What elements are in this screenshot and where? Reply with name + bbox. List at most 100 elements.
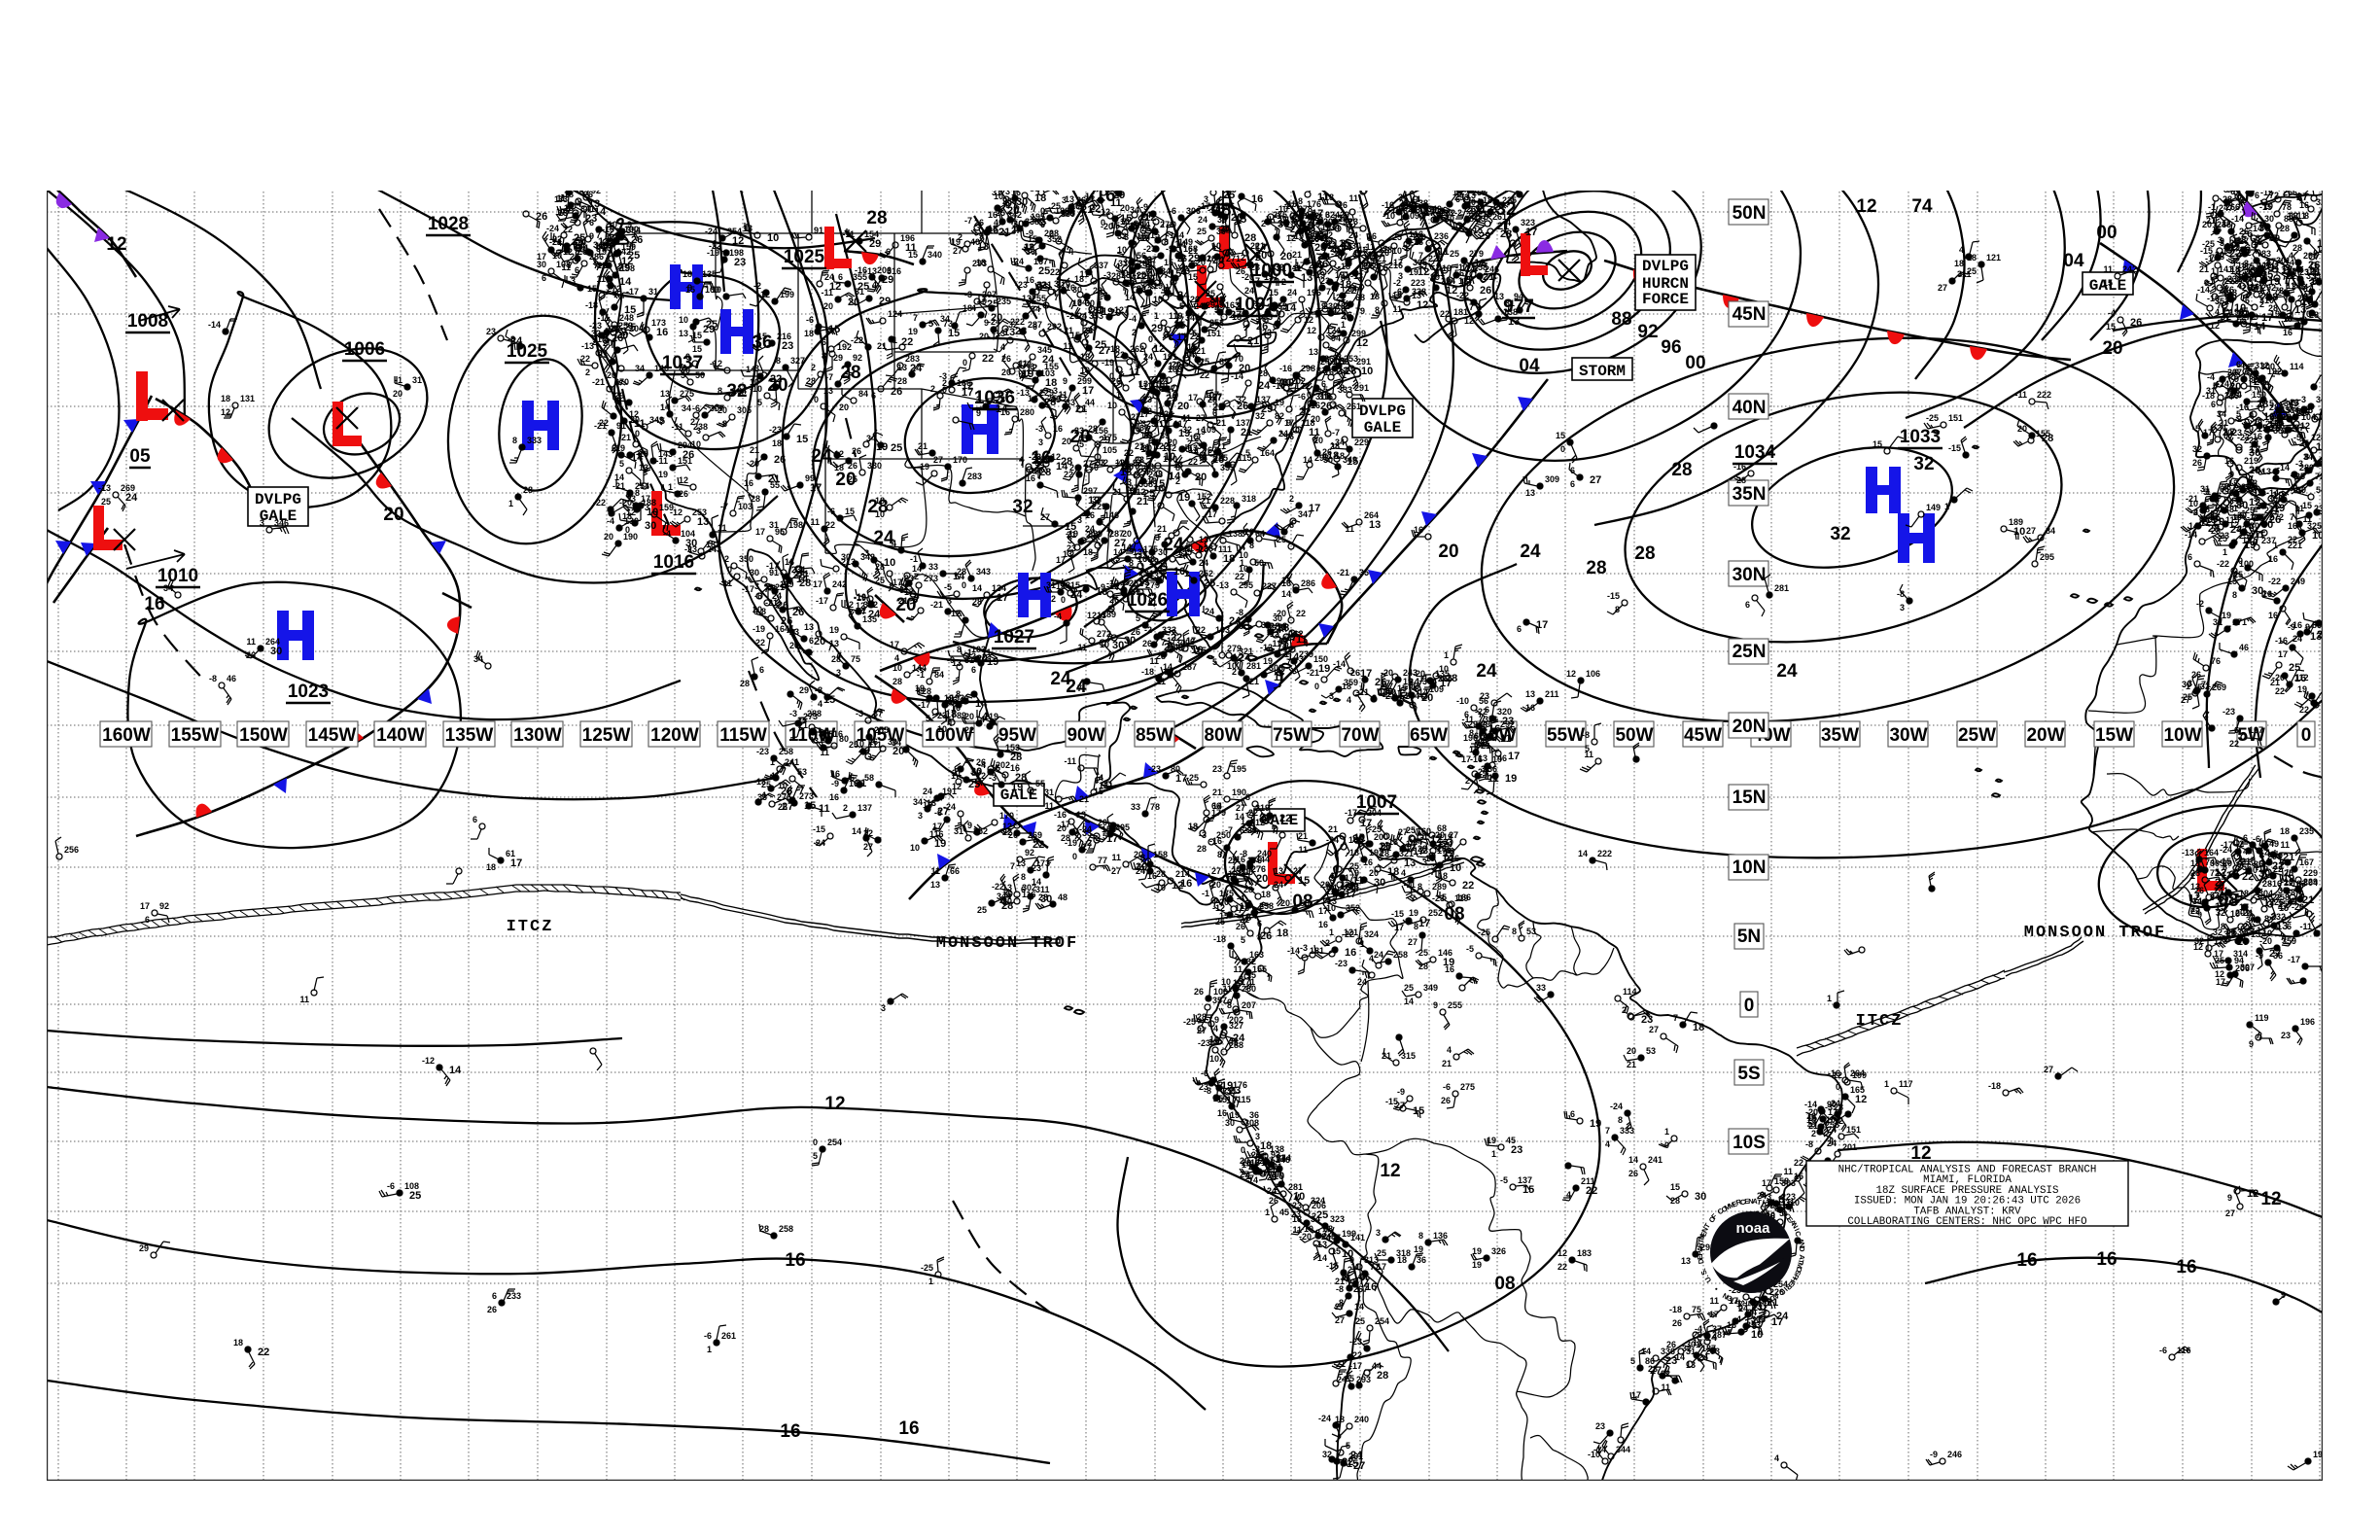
svg-text:-17: -17 xyxy=(742,584,754,594)
svg-text:15: 15 xyxy=(1028,234,1037,244)
svg-text:165: 165 xyxy=(1348,835,1363,845)
svg-text:18: 18 xyxy=(233,1338,243,1348)
svg-text:14: 14 xyxy=(594,206,607,218)
svg-text:18: 18 xyxy=(1120,467,1132,478)
svg-text:256: 256 xyxy=(1472,188,1487,197)
svg-text:6: 6 xyxy=(2287,922,2292,931)
svg-text:-24: -24 xyxy=(1610,1102,1623,1111)
svg-text:267: 267 xyxy=(1083,326,1098,335)
svg-text:92: 92 xyxy=(1343,217,1352,227)
svg-text:19: 19 xyxy=(1414,1244,1423,1254)
svg-text:70W: 70W xyxy=(1341,725,1379,746)
svg-text:-20: -20 xyxy=(1101,222,1113,231)
svg-text:8: 8 xyxy=(776,356,781,366)
svg-text:-20: -20 xyxy=(1320,217,1333,227)
svg-text:-2: -2 xyxy=(2234,414,2242,424)
svg-text:8: 8 xyxy=(1217,850,1222,859)
svg-text:-23: -23 xyxy=(1071,426,1084,436)
svg-text:26: 26 xyxy=(1350,668,1360,678)
svg-text:00: 00 xyxy=(1454,178,1475,198)
svg-text:-23: -23 xyxy=(1247,262,1260,272)
svg-text:25: 25 xyxy=(628,250,640,262)
svg-text:16: 16 xyxy=(144,594,164,614)
svg-text:4: 4 xyxy=(761,790,766,800)
svg-text:273: 273 xyxy=(924,574,938,583)
svg-text:75: 75 xyxy=(851,654,860,664)
svg-text:2: 2 xyxy=(1281,277,1286,287)
svg-text:16: 16 xyxy=(2294,673,2306,684)
svg-text:10: 10 xyxy=(608,220,617,229)
svg-text:28: 28 xyxy=(1001,900,1013,912)
svg-text:2: 2 xyxy=(1130,262,1135,271)
svg-text:-19: -19 xyxy=(1269,376,1281,386)
svg-text:19: 19 xyxy=(1443,957,1454,968)
svg-text:20N: 20N xyxy=(1732,717,1767,737)
svg-text:18: 18 xyxy=(486,862,496,872)
svg-text:28: 28 xyxy=(1377,1370,1388,1382)
svg-text:2: 2 xyxy=(858,745,863,754)
svg-text:-8: -8 xyxy=(209,674,217,683)
svg-text:1: 1 xyxy=(1342,370,1347,380)
svg-text:17: 17 xyxy=(1394,923,1404,932)
svg-text:27: 27 xyxy=(1040,512,1050,522)
svg-text:-15: -15 xyxy=(754,332,767,341)
svg-text:-1: -1 xyxy=(964,648,972,657)
svg-text:-6: -6 xyxy=(1169,206,1176,216)
svg-text:3: 3 xyxy=(881,1003,886,1013)
svg-text:-21: -21 xyxy=(1157,376,1170,386)
svg-text:30: 30 xyxy=(1374,877,1385,889)
svg-text:30: 30 xyxy=(645,520,656,532)
svg-text:16: 16 xyxy=(1026,473,1035,483)
svg-text:27: 27 xyxy=(1196,413,1206,423)
svg-text:144: 144 xyxy=(1170,230,1184,240)
svg-text:24: 24 xyxy=(1050,669,1071,689)
svg-text:17: 17 xyxy=(755,527,765,537)
svg-text:199: 199 xyxy=(1852,1070,1867,1080)
svg-text:24: 24 xyxy=(1520,542,1541,562)
svg-text:32: 32 xyxy=(1255,411,1265,421)
svg-text:-20: -20 xyxy=(962,712,974,721)
svg-text:34: 34 xyxy=(1161,266,1171,276)
svg-text:10: 10 xyxy=(1164,451,1175,463)
svg-text:9: 9 xyxy=(1510,196,1515,206)
svg-text:273: 273 xyxy=(1524,183,1539,192)
svg-text:19: 19 xyxy=(1285,215,1295,225)
svg-text:17: 17 xyxy=(1278,218,1288,228)
svg-text:-14: -14 xyxy=(2185,530,2197,540)
svg-text:13: 13 xyxy=(588,198,600,210)
svg-text:21: 21 xyxy=(1442,1059,1452,1068)
svg-text:6: 6 xyxy=(145,915,150,925)
svg-text:10S: 10S xyxy=(1732,1133,1766,1153)
svg-text:28: 28 xyxy=(1156,869,1166,879)
svg-text:96: 96 xyxy=(1034,458,1044,468)
svg-text:11: 11 xyxy=(1110,197,1122,209)
svg-text:5: 5 xyxy=(813,1151,818,1161)
svg-text:9: 9 xyxy=(2249,1039,2254,1049)
svg-text:15: 15 xyxy=(1670,1182,1680,1192)
svg-text:20: 20 xyxy=(839,402,849,412)
svg-text:73: 73 xyxy=(2313,459,2323,469)
svg-text:-4: -4 xyxy=(2237,361,2245,370)
svg-text:98: 98 xyxy=(1314,261,1324,270)
svg-text:11: 11 xyxy=(1438,246,1450,258)
svg-text:22: 22 xyxy=(982,353,994,365)
svg-text:14: 14 xyxy=(1125,293,1135,302)
svg-text:6: 6 xyxy=(566,204,571,214)
svg-text:5: 5 xyxy=(1630,1356,1635,1366)
svg-text:167: 167 xyxy=(1033,257,1048,266)
svg-text:26: 26 xyxy=(679,489,688,499)
svg-text:-4: -4 xyxy=(2108,308,2116,318)
svg-text:28: 28 xyxy=(1398,206,1408,216)
svg-text:-5: -5 xyxy=(1439,892,1447,902)
svg-text:252: 252 xyxy=(1199,569,1213,578)
svg-text:11: 11 xyxy=(1079,269,1089,279)
svg-text:47: 47 xyxy=(1338,252,1348,262)
svg-text:-10: -10 xyxy=(854,592,866,602)
svg-text:20: 20 xyxy=(630,415,640,425)
svg-text:29: 29 xyxy=(139,1243,149,1253)
svg-text:33: 33 xyxy=(1536,983,1546,993)
svg-text:33: 33 xyxy=(598,350,608,360)
svg-text:6: 6 xyxy=(1257,919,1262,928)
svg-text:16: 16 xyxy=(2283,328,2292,337)
svg-text:10: 10 xyxy=(2188,499,2198,508)
